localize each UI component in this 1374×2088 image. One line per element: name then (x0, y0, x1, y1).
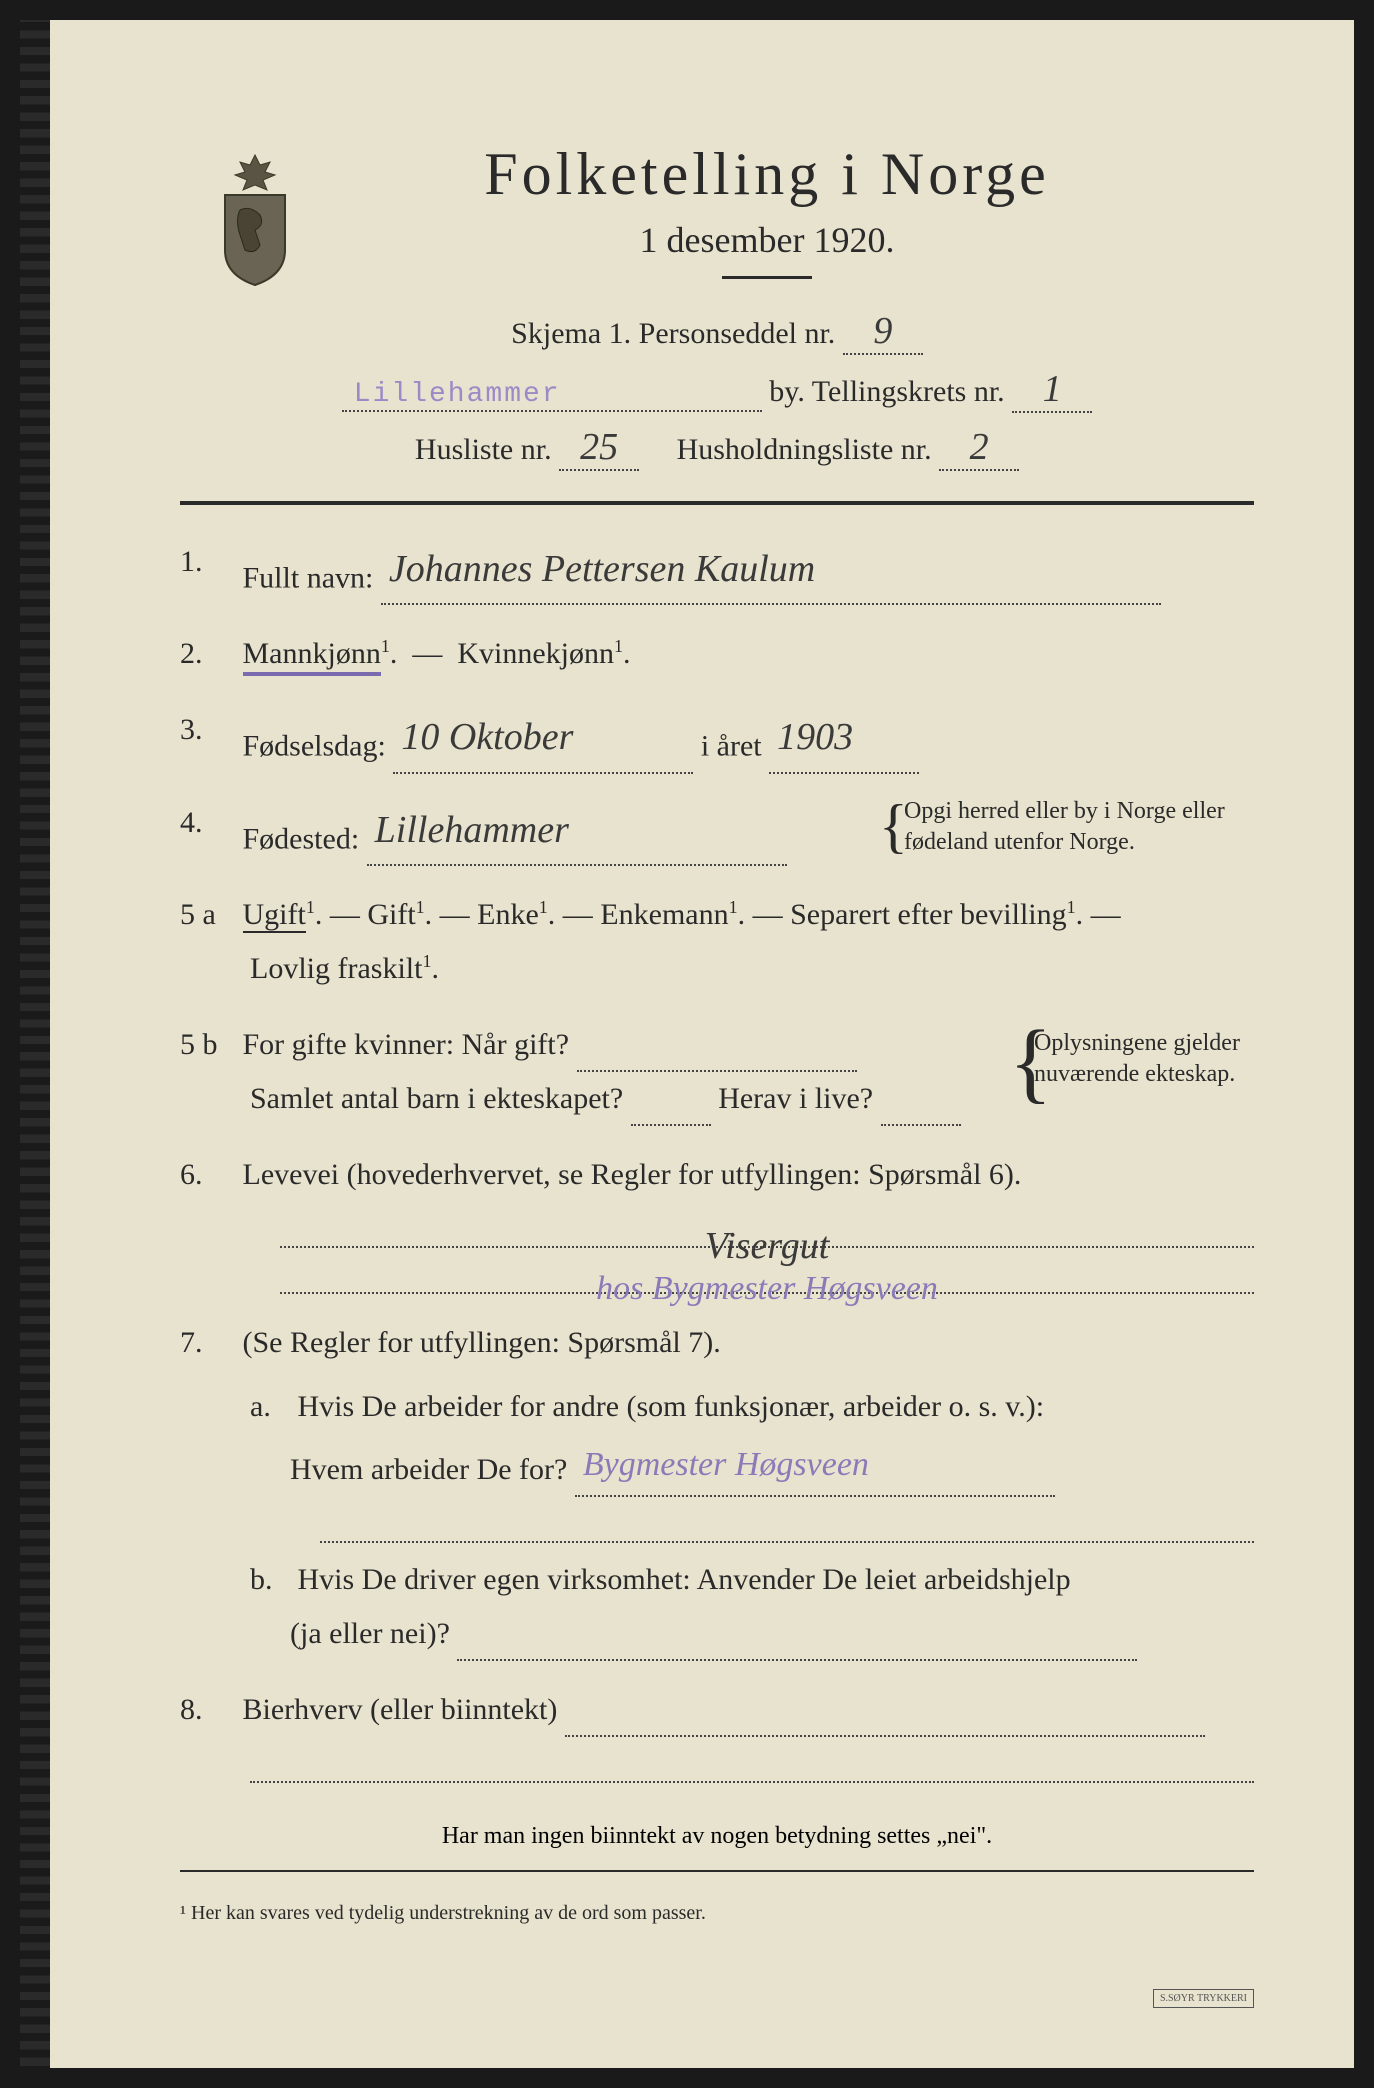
q3-label: Fødselsdag: (243, 730, 386, 763)
q5b-label: For gifte kvinner: Når gift? (243, 1028, 570, 1061)
main-title: Folketelling i Norge (280, 140, 1254, 209)
q3-year: 1903 (769, 703, 919, 773)
skjema-label: Skjema 1. Personseddel nr. (511, 317, 835, 350)
q4-note: { Opgi herred eller by i Norge eller fød… (904, 796, 1254, 858)
census-form-page: Folketelling i Norge 1 desember 1920. Sk… (20, 20, 1354, 2068)
tellingskrets-value: 1 (1012, 367, 1092, 413)
q7b-label: Hvis De driver egen virksomhet: Anvender… (298, 1563, 1071, 1596)
q7b-q: (ja eller nei)? (290, 1617, 450, 1650)
q2-male: Mannkjønn (243, 637, 381, 676)
q3-day: 10 Oktober (393, 703, 693, 773)
q5a-opt-separert: Separert efter bevilling (790, 898, 1067, 931)
divider-icon (722, 276, 812, 279)
by-stamp: Lillehammer (354, 379, 561, 410)
q7-label: (Se Regler for utfyllingen: Spørsmål 7). (243, 1326, 721, 1359)
q3-num: 3. (180, 703, 235, 757)
husholdning-value: 2 (939, 425, 1019, 471)
q5b-note: { Oplysningene gjelder nuværende ekteska… (1034, 1028, 1254, 1090)
q5b-children-value (631, 1124, 711, 1126)
q4-label: Fødested: (243, 822, 360, 855)
q1-num: 1. (180, 535, 235, 589)
q3-year-label: i året (701, 730, 762, 763)
brace-icon: { (879, 796, 908, 856)
q5b-num: 5 b (180, 1018, 235, 1072)
q7-num: 7. (180, 1316, 235, 1370)
footnote: ¹ Her kan svares ved tydelig understrekn… (180, 1902, 1254, 1925)
q5b-alive-value (881, 1124, 961, 1126)
q5a-opt-gift: Gift (367, 898, 415, 931)
q2-row: 2. Mannkjønn1. — Kvinnekjønn1. (180, 627, 1254, 681)
q7a-row: a. Hvis De arbeider for andre (som funks… (250, 1380, 1254, 1543)
q2-num: 2. (180, 627, 235, 681)
meta-husliste: Husliste nr. 25 Husholdningsliste nr. 2 (180, 425, 1254, 471)
q8-label: Bierhverv (eller biinntekt) (243, 1693, 558, 1726)
q6-line1: Visergut (280, 1208, 1254, 1248)
q5a-opt-fraskilt: Lovlig fraskilt (250, 952, 422, 985)
q6-num: 6. (180, 1148, 235, 1202)
meta-by: Lillehammer by. Tellingskrets nr. 1 (180, 367, 1254, 413)
q5a-num: 5 a (180, 888, 235, 942)
q8-num: 8. (180, 1683, 235, 1737)
q5a-opt-ugift: Ugift (243, 898, 306, 933)
q5b-alive-label: Herav i live? (718, 1082, 873, 1115)
q8-value (565, 1735, 1205, 1737)
title-block: Folketelling i Norge 1 desember 1920. (280, 140, 1254, 279)
husholdning-label: Husholdningsliste nr. (677, 433, 932, 466)
coat-of-arms-icon (205, 150, 305, 290)
q7a-label: Hvis De arbeider for andre (som funksjon… (298, 1390, 1045, 1423)
q5a-opt-enke: Enke (477, 898, 539, 931)
hr-divider (180, 501, 1254, 505)
q7a-line2 (320, 1503, 1254, 1543)
q1-value: Johannes Pettersen Kaulum (381, 535, 1161, 605)
q4-num: 4. (180, 796, 235, 850)
q3-row: 3. Fødselsdag: 10 Oktober i året 1903 (180, 703, 1254, 773)
q7a-q: Hvem arbeider De for? (290, 1453, 567, 1486)
q6-row: 6. Levevei (hovederhvervet, se Regler fo… (180, 1148, 1254, 1294)
q5b-gift-value (577, 1070, 857, 1072)
brace-icon: { (1009, 1018, 1052, 1108)
q5a-opt-enkemann: Enkemann (600, 898, 728, 931)
q5b-children-label: Samlet antal barn i ekteskapet? (250, 1082, 623, 1115)
q7-row: 7. (Se Regler for utfyllingen: Spørsmål … (180, 1316, 1254, 1661)
q5a-row: 5 a Ugift1. — Gift1. — Enke1. — Enkemann… (180, 888, 1254, 996)
personseddel-value: 9 (843, 309, 923, 355)
q7a-letter: a. (250, 1380, 290, 1434)
subtitle: 1 desember 1920. (280, 219, 1254, 261)
q7b-value (457, 1659, 1137, 1661)
q8-row: 8. Bierhverv (eller biinntekt) (180, 1683, 1254, 1783)
q1-label: Fullt navn: (243, 561, 374, 594)
q4-row: 4. Fødested: Lillehammer { Opgi herred e… (180, 796, 1254, 866)
q4-value: Lillehammer (367, 796, 787, 866)
q7b-letter: b. (250, 1553, 290, 1607)
q7b-row: b. Hvis De driver egen virksomhet: Anven… (250, 1553, 1254, 1661)
by-label: by. Tellingskrets nr. (769, 375, 1004, 408)
husliste-value: 25 (559, 425, 639, 471)
bottom-note: Har man ingen biinntekt av nogen betydni… (180, 1823, 1254, 1850)
q2-female: Kvinnekjønn (457, 637, 614, 670)
q5b-row: 5 b For gifte kvinner: Når gift? Samlet … (180, 1018, 1254, 1126)
meta-skjema: Skjema 1. Personseddel nr. 9 (180, 309, 1254, 355)
q7a-value: Bygmester Høgsveen (575, 1434, 1055, 1497)
hr-footnote (180, 1870, 1254, 1872)
printer-mark: S.SØYR TRYKKERI (1153, 1989, 1254, 2008)
husliste-label: Husliste nr. (415, 433, 552, 466)
q6-label: Levevei (hovederhvervet, se Regler for u… (243, 1158, 1022, 1191)
q1-row: 1. Fullt navn: Johannes Pettersen Kaulum (180, 535, 1254, 605)
q8-line2 (250, 1743, 1254, 1783)
q6-line2: hos Bygmester Høgsveen (280, 1254, 1254, 1294)
